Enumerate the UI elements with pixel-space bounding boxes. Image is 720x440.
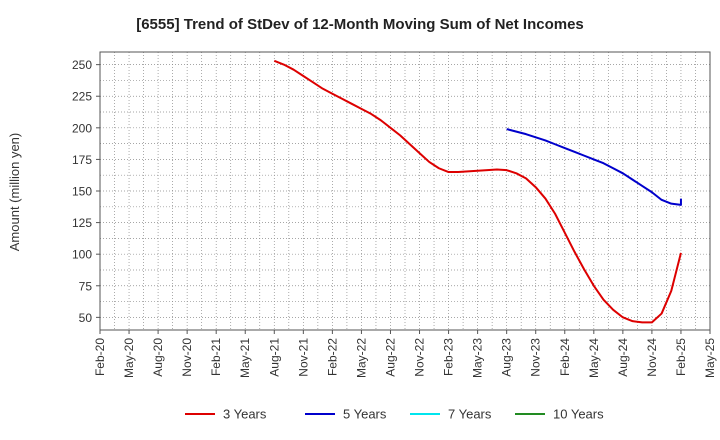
series-lines xyxy=(273,59,682,324)
grid xyxy=(99,52,711,330)
x-tick-label: Feb-25 xyxy=(674,338,688,376)
series-line-3-years xyxy=(273,59,682,324)
x-tick-label: Feb-23 xyxy=(442,338,456,376)
x-tick-label: Feb-21 xyxy=(209,338,223,376)
legend-label: 10 Years xyxy=(553,407,604,422)
y-tick-label: 200 xyxy=(72,121,92,135)
x-tick-label: Feb-20 xyxy=(93,338,107,376)
x-tick-label: Nov-20 xyxy=(180,338,194,377)
legend-label: 5 Years xyxy=(343,407,387,422)
y-axis-label: Amount (million yen) xyxy=(7,133,22,252)
x-tick-label: May-23 xyxy=(471,338,485,378)
axes: 50 75 100 125 150 175 200 225 250 Feb-20 May-20 Aug… xyxy=(72,51,717,378)
y-tick-label: 175 xyxy=(72,153,92,167)
y-tick-label: 250 xyxy=(72,58,92,72)
x-tick-label: Nov-22 xyxy=(413,338,427,377)
y-tick-label: 225 xyxy=(72,90,92,104)
x-tick-label: May-25 xyxy=(703,338,717,378)
x-tick-label: May-24 xyxy=(587,338,601,378)
series-line-5-years xyxy=(506,128,682,206)
x-tick-label: Feb-22 xyxy=(325,338,339,376)
x-tick-label: Aug-22 xyxy=(383,338,397,377)
x-tick-label: Aug-24 xyxy=(616,338,630,377)
x-tick-label: Aug-23 xyxy=(500,338,514,377)
y-tick-label: 125 xyxy=(72,216,92,230)
x-tick-label: Nov-24 xyxy=(645,338,659,377)
y-tick-label: 100 xyxy=(72,248,92,262)
legend: 3 Years 5 Years 7 Years 10 Years xyxy=(185,407,604,422)
x-tick-label: Aug-20 xyxy=(151,338,165,377)
chart-title: [6555] Trend of StDev of 12-Month Moving… xyxy=(136,16,584,33)
x-tick-label: Nov-23 xyxy=(529,338,543,377)
x-tick-label: Feb-24 xyxy=(558,338,572,376)
y-tick-label: 75 xyxy=(79,279,93,293)
x-tick-label: Nov-21 xyxy=(296,338,310,377)
y-tick-label: 150 xyxy=(72,185,92,199)
x-tick-label: May-22 xyxy=(354,338,368,378)
x-tick-label: May-20 xyxy=(122,338,136,378)
y-tick-label: 50 xyxy=(79,311,93,325)
x-tick-label: May-21 xyxy=(238,338,252,378)
legend-label: 3 Years xyxy=(223,407,267,422)
x-tick-label: Aug-21 xyxy=(267,338,281,377)
legend-label: 7 Years xyxy=(448,407,492,422)
